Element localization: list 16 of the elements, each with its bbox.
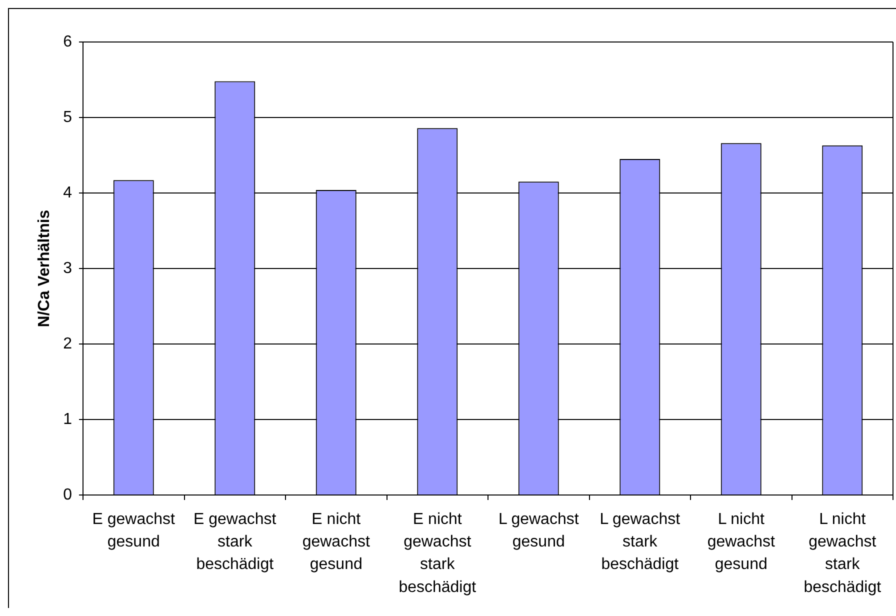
y-tick-label: 5: [63, 108, 72, 126]
x-tick-label: L nicht gewachst stark beschädigt: [804, 510, 882, 596]
y-axis-title: N/Ca Verhältnis: [36, 210, 54, 328]
y-tick-label: 3: [63, 260, 72, 277]
x-tick-label: E nicht gewachst stark beschädigt: [398, 510, 477, 596]
x-tick-label: E gewachst stark beschädigt: [194, 510, 277, 574]
y-tick-label: 1: [63, 410, 72, 428]
x-tick-label: L gewachst stark beschädigt: [600, 510, 681, 574]
y-tick-label: 4: [63, 184, 72, 202]
y-tick-label: 0: [63, 486, 72, 504]
y-tick-label: 6: [63, 33, 72, 50]
y-tick-label: 2: [63, 335, 72, 352]
x-tick-label: L nicht gewachst gesund: [707, 510, 776, 574]
x-tick-label: L gewachst gesund: [498, 510, 580, 550]
x-tick-label: E nicht gewachst gesund: [302, 510, 370, 574]
x-tick-label: E gewachst gesund: [92, 510, 176, 550]
